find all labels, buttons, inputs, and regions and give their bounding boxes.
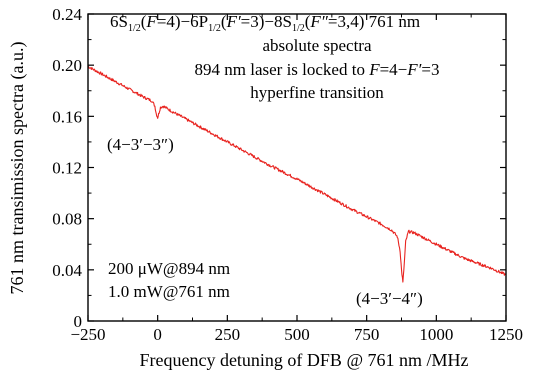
- y-tick-label: 0.24: [52, 5, 82, 24]
- x-axis-label: Frequency detuning of DFB @ 761 nm /MHz: [139, 350, 468, 370]
- x-tick-label: −250: [70, 325, 105, 344]
- header-line-3: 894 nm laser is locked to F=4−F′=3: [195, 60, 440, 79]
- y-tick-label: 0.12: [52, 159, 82, 178]
- x-tick-label: 1250: [489, 325, 523, 344]
- ticks-layer: −250 0 250 500 750 1000 125000.040.080.120.160…: [52, 5, 523, 344]
- y-axis-label: 761 nm transimission spectra (a.u.): [7, 42, 28, 295]
- x-tick-label: 0: [153, 325, 162, 344]
- x-tick-label: 750: [354, 325, 380, 344]
- series-layer: [87, 65, 507, 283]
- spectrum-line: [87, 65, 507, 283]
- power-label-894: 200 μW@894 nm: [108, 259, 230, 278]
- y-tick-label: 0.04: [52, 261, 82, 280]
- y-tick-label: 0.08: [52, 210, 82, 229]
- header-line-4: hyperfine transition: [250, 83, 384, 102]
- y-tick-label: 0: [74, 312, 83, 331]
- peak-label-left: (4−3′−3″): [107, 135, 174, 154]
- x-tick-label: 250: [215, 325, 241, 344]
- x-tick-label: 500: [284, 325, 310, 344]
- y-tick-label: 0.20: [52, 56, 82, 75]
- power-label-761: 1.0 mW@761 nm: [108, 282, 230, 301]
- peak-label-right: (4−3′−4″): [356, 289, 423, 308]
- y-tick-label: 0.16: [52, 107, 82, 126]
- header-line-1: 6S1/2(F=4)−6P1/2(F′=3)−8S1/2(F″=3,4) 761…: [110, 12, 420, 34]
- header-line-2: absolute spectra: [262, 36, 371, 55]
- x-tick-label: 1000: [419, 325, 453, 344]
